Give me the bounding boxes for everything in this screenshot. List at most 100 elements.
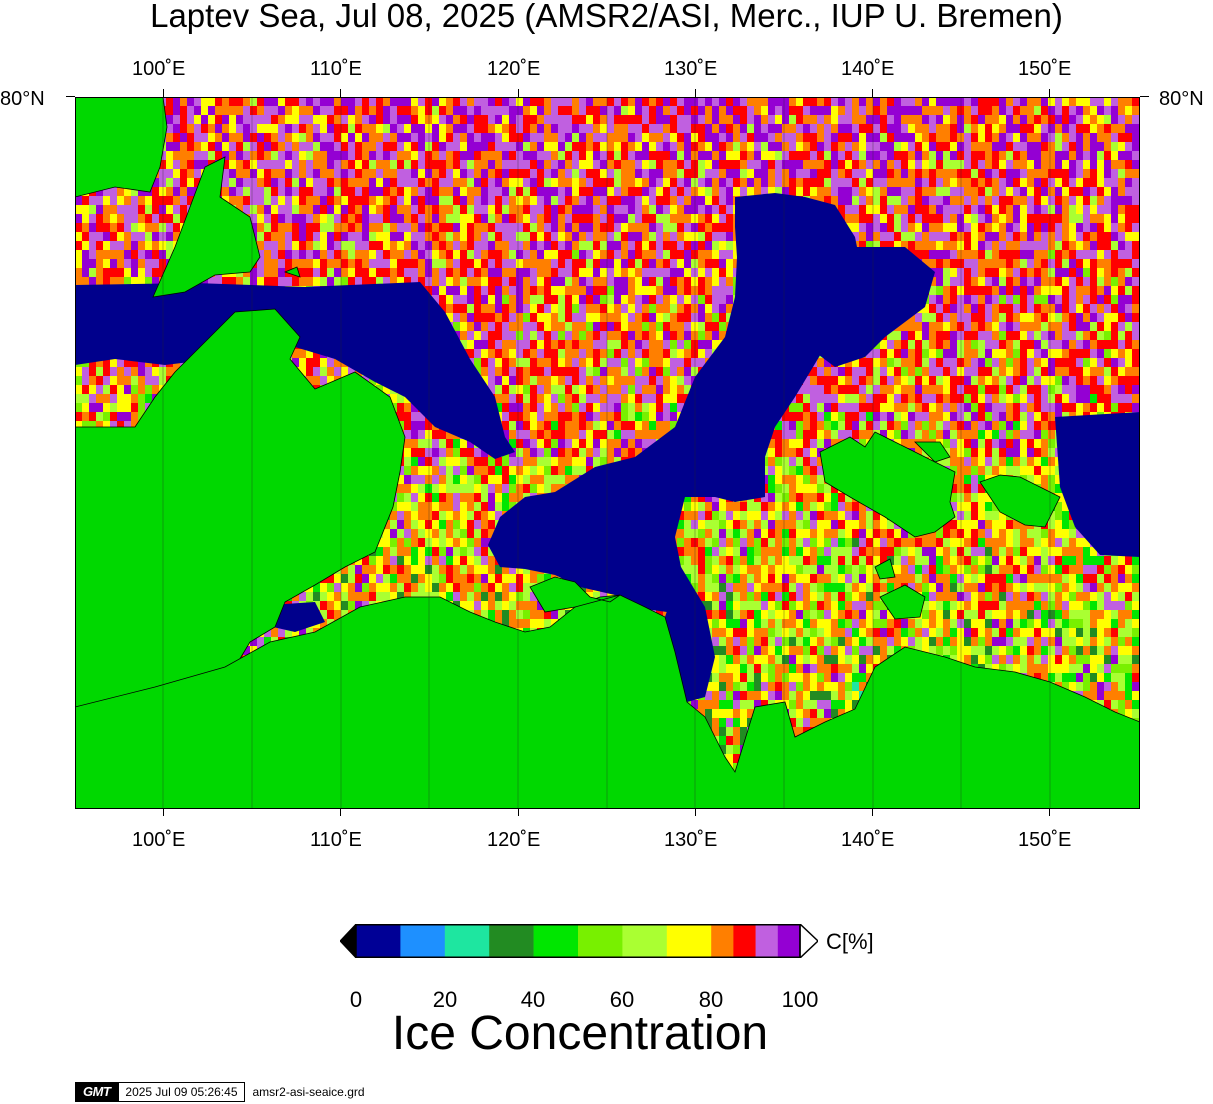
lon-tick-top — [1049, 89, 1050, 97]
ice-cell — [404, 124, 412, 134]
ice-cell — [880, 241, 888, 251]
ice-cell — [502, 214, 510, 224]
ice-cell — [1013, 178, 1021, 188]
ice-cell — [775, 160, 783, 170]
ice-cell — [439, 259, 447, 269]
ice-cell — [411, 142, 419, 152]
ice-cell — [649, 151, 657, 161]
ice-cell — [110, 187, 118, 197]
ice-cell — [264, 205, 272, 215]
ice-cell — [677, 232, 685, 242]
ice-cell — [866, 232, 874, 242]
ice-cell — [943, 367, 951, 377]
ice-cell — [600, 205, 608, 215]
ice-cell — [558, 133, 566, 143]
ice-cell — [712, 160, 720, 170]
ice-cell — [586, 367, 594, 377]
ice-cell — [229, 115, 237, 125]
ice-cell — [488, 196, 496, 206]
ice-cell — [705, 142, 713, 152]
ice-cell — [271, 223, 279, 233]
ice-cell — [1125, 376, 1133, 386]
ice-cell — [670, 358, 678, 368]
ice-cell — [439, 223, 447, 233]
ice-cell — [831, 142, 839, 152]
ice-cell — [586, 376, 594, 386]
ice-cell — [936, 223, 944, 233]
ice-cell — [614, 358, 622, 368]
ice-cell — [299, 232, 307, 242]
ice-cell — [824, 142, 832, 152]
ice-cell — [1111, 205, 1119, 215]
ice-cell — [971, 232, 979, 242]
ice-cell — [1132, 322, 1140, 332]
ice-cell — [1069, 376, 1077, 386]
ice-cell — [936, 295, 944, 305]
ice-cell — [936, 187, 944, 197]
ice-cell — [950, 223, 958, 233]
ice-cell — [89, 385, 97, 395]
ice-cell — [978, 223, 986, 233]
ice-cell — [754, 142, 762, 152]
ice-cell — [481, 196, 489, 206]
ice-cell — [929, 178, 937, 188]
ice-cell — [607, 232, 615, 242]
ice-cell — [908, 232, 916, 242]
ice-cell — [334, 115, 342, 125]
ice-cell — [446, 160, 454, 170]
ice-cell — [1048, 286, 1056, 296]
ice-cell — [306, 196, 314, 206]
ice-cell — [1006, 115, 1014, 125]
ice-cell — [915, 214, 923, 224]
ice-cell — [180, 106, 188, 116]
ice-cell — [796, 124, 804, 134]
ice-cell — [978, 304, 986, 314]
ice-cell — [355, 232, 363, 242]
ice-cell — [670, 295, 678, 305]
ice-cell — [355, 277, 363, 287]
ice-cell — [439, 133, 447, 143]
ice-cell — [985, 250, 993, 260]
ice-cell — [642, 376, 650, 386]
ice-cell — [292, 241, 300, 251]
ice-cell — [635, 358, 643, 368]
ice-cell — [635, 115, 643, 125]
ice-cell — [110, 259, 118, 269]
ice-cell — [313, 277, 321, 287]
ice-cell — [376, 223, 384, 233]
ice-cell — [1055, 133, 1063, 143]
ice-cell — [474, 133, 482, 143]
ice-cell — [544, 385, 552, 395]
ice-cell — [1013, 115, 1021, 125]
ice-cell — [852, 367, 860, 377]
ice-cell — [754, 124, 762, 134]
ice-cell — [614, 178, 622, 188]
ice-cell — [698, 349, 706, 359]
ice-cell — [327, 133, 335, 143]
ice-cell — [285, 178, 293, 188]
ice-cell — [880, 205, 888, 215]
ice-cell — [488, 313, 496, 323]
ice-cell — [446, 151, 454, 161]
ice-cell — [222, 106, 230, 116]
ice-cell — [635, 295, 643, 305]
ice-cell — [593, 142, 601, 152]
ice-cell — [390, 214, 398, 224]
ice-cell — [859, 142, 867, 152]
ice-cell — [579, 322, 587, 332]
ice-cell — [971, 340, 979, 350]
ice-cell — [1111, 313, 1119, 323]
ice-cell — [495, 106, 503, 116]
ice-cell — [1118, 313, 1126, 323]
ice-cell — [1055, 349, 1063, 359]
ice-cell — [600, 358, 608, 368]
ice-cell — [649, 259, 657, 269]
ice-cell — [327, 223, 335, 233]
ice-cell — [754, 160, 762, 170]
ice-cell — [495, 241, 503, 251]
ice-cell — [369, 124, 377, 134]
ice-cell — [761, 133, 769, 143]
ice-cell — [229, 133, 237, 143]
ice-cell — [726, 268, 734, 278]
ice-cell — [390, 232, 398, 242]
